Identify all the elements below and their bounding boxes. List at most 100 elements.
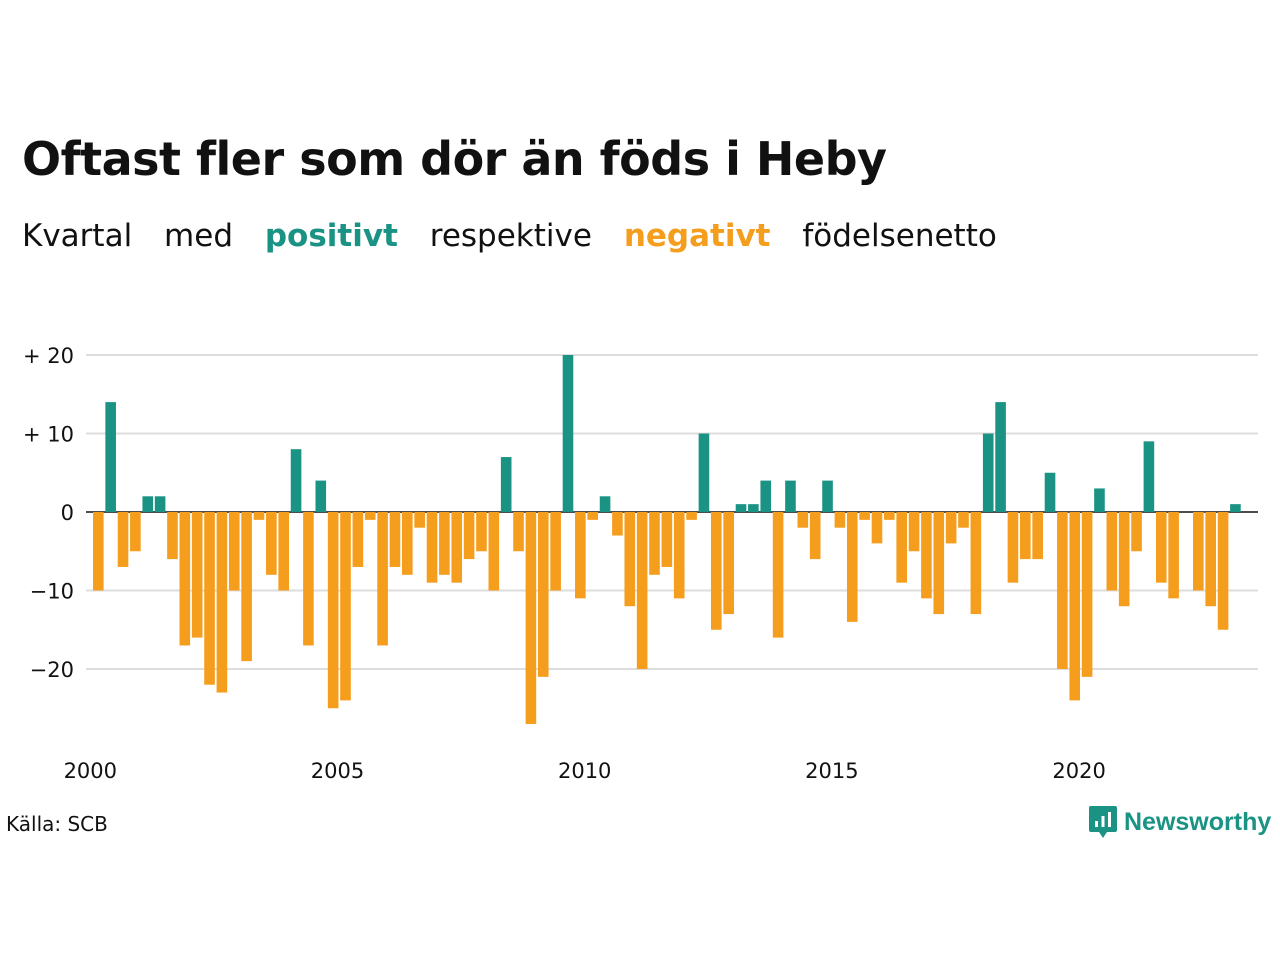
bar [253,512,265,520]
bar [785,480,796,512]
bar [760,480,772,512]
bar [488,512,500,591]
bar [550,512,561,591]
bar [636,512,648,669]
bar [1217,512,1229,630]
bar [426,512,438,583]
y-tick-label: −20 [30,658,74,682]
bar [278,512,289,591]
bar [711,512,722,630]
x-tick-label: 2000 [64,759,117,783]
bar [686,512,697,520]
bar [575,512,586,599]
bar [303,512,314,646]
bar [1094,488,1105,512]
bar [921,512,932,599]
bar [958,512,969,528]
bar [1230,504,1241,512]
bar [500,457,512,512]
bar [846,512,858,622]
subtitle-part1: Kvartal [22,218,133,254]
bar [266,512,277,575]
bar [451,512,463,583]
y-tick-label: −10 [30,580,74,604]
bar [537,512,549,677]
bar [402,512,413,575]
newsworthy-logo-icon [1089,806,1117,838]
y-tick-label: 0 [61,501,74,525]
bar [908,512,920,552]
bar [142,496,154,512]
bar [809,512,821,560]
subtitle-negative: negativt [623,218,771,254]
bar [1131,512,1142,552]
source-note: Källa: SCB [6,812,108,836]
bar [599,496,611,512]
chart-title: Oftast fler som dör än föds i Heby [22,132,887,186]
bar [204,512,215,685]
bar [179,512,191,646]
bar [377,512,388,646]
bar [93,512,104,591]
x-axis-labels: 2000 2005 2010 2015 2020 [64,759,1106,783]
x-tick-label: 2020 [1052,759,1105,783]
bar [933,512,945,615]
bar [525,512,537,724]
bar [191,512,203,638]
bar [748,504,759,512]
bar [587,512,598,520]
bar [167,512,178,560]
bar [624,512,636,607]
bar [414,512,425,528]
bar [476,512,487,552]
bar [1081,512,1093,677]
bar [1032,512,1043,560]
bar [130,512,141,552]
bar [822,480,833,512]
bar [315,480,327,512]
bar [364,512,376,520]
bar [1106,512,1118,591]
bar [1193,512,1204,591]
bar [871,512,883,544]
bar [735,504,747,512]
bar [834,512,846,528]
bar [352,512,364,567]
bar [896,512,907,583]
y-tick-label: + 10 [23,423,74,447]
bar [562,355,574,512]
bar [797,512,809,528]
bar [1118,512,1130,607]
bar [228,512,240,591]
bar [154,496,166,512]
subtitle-part3: respektive [429,218,592,254]
bar [1143,441,1155,512]
bar [612,512,623,536]
subtitle-positive: positivt [264,218,398,254]
bar [439,512,450,575]
bar [661,512,673,567]
bar [117,512,129,567]
bar [340,512,351,701]
bar [1205,512,1216,607]
bar [241,512,252,662]
x-tick-label: 2010 [558,759,611,783]
bar [723,512,734,615]
bar [389,512,401,567]
bar-chart: + 20 + 10 0 −10 −20 2000 2005 2010 2015 2020 [23,344,1258,783]
bar [327,512,339,709]
bar [463,512,475,560]
bar [673,512,685,599]
bar [1044,472,1056,512]
y-axis-labels: + 20 + 10 0 −10 −20 [23,344,74,682]
x-tick-label: 2015 [805,759,858,783]
brand-name: Newsworthy [1124,807,1272,836]
bar [772,512,784,638]
bar [1155,512,1167,583]
bar [1069,512,1081,701]
bar [859,512,870,520]
bar [884,512,895,520]
newsworthy-brand: Newsworthy [1088,804,1271,840]
bar [105,402,116,512]
bar [970,512,982,615]
